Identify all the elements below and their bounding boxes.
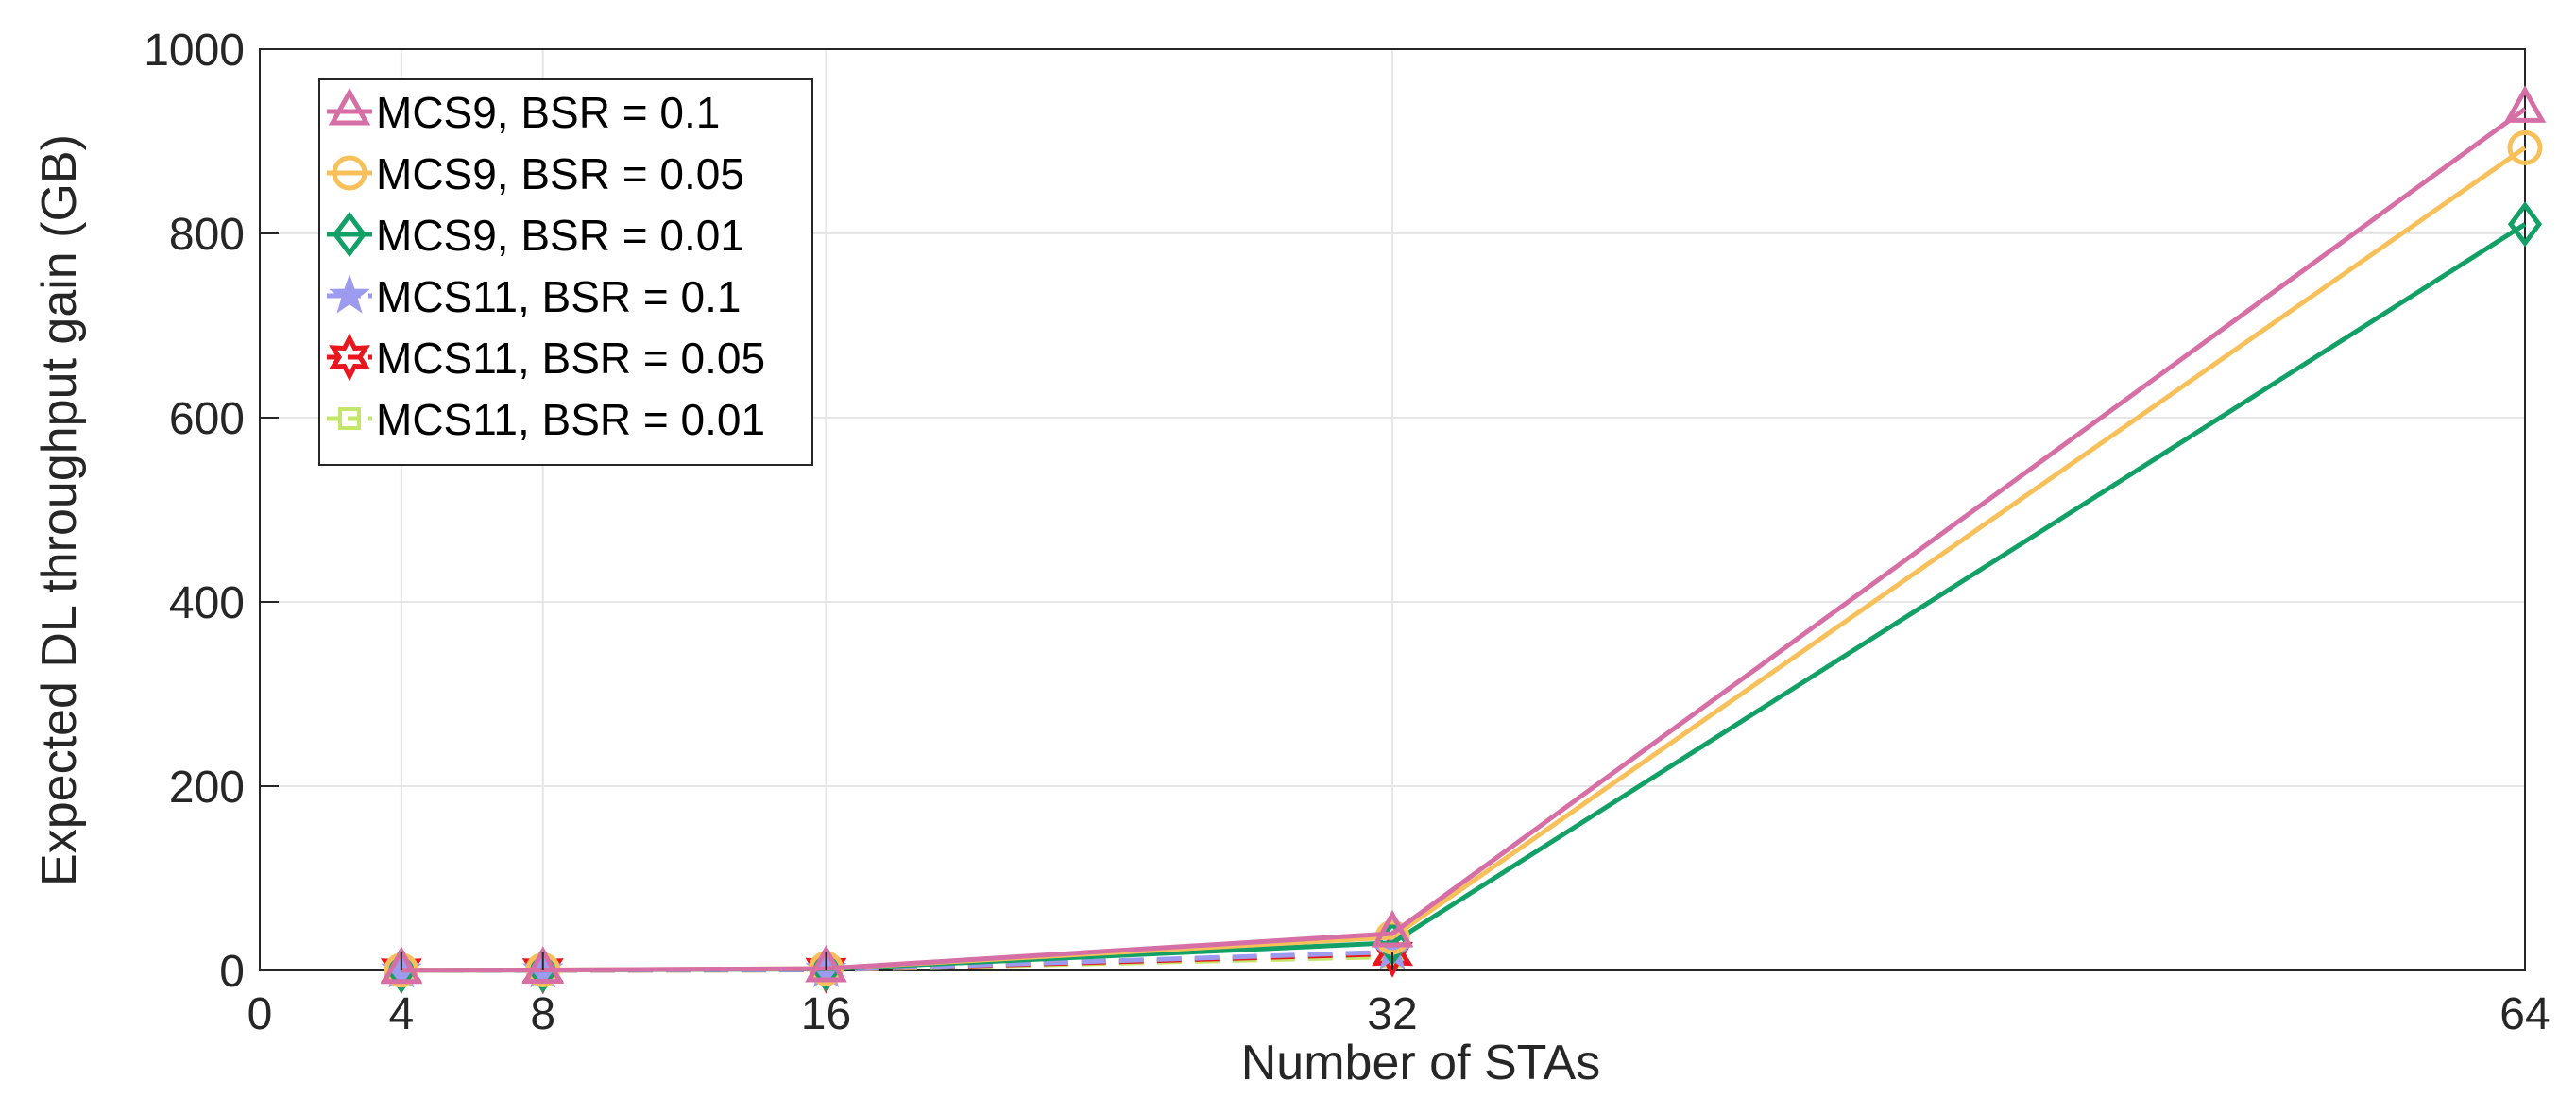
legend-label: MCS11, BSR = 0.01	[376, 395, 765, 444]
legend-label: MCS11, BSR = 0.05	[376, 334, 765, 383]
legend-item: MCS11, BSR = 0.1	[327, 272, 742, 321]
y-tick-label: 0	[219, 947, 245, 997]
legend-box	[318, 78, 813, 466]
legend-label: MCS9, BSR = 0.05	[376, 149, 744, 198]
legend-item: MCS9, BSR = 0.05	[327, 149, 744, 198]
data-point-marker	[2507, 129, 2543, 165]
legend-label: MCS9, BSR = 0.1	[376, 88, 720, 137]
y-tick-label: 800	[169, 210, 245, 260]
x-tick-label: 8	[530, 989, 555, 1039]
legend-label: MCS11, BSR = 0.1	[376, 272, 742, 321]
legend-marker	[332, 155, 367, 191]
legend-item: MCS9, BSR = 0.01	[327, 211, 744, 260]
data-point-marker	[1371, 909, 1414, 948]
data-point-marker	[2507, 201, 2543, 248]
x-tick-label: 16	[801, 989, 851, 1039]
x-tick-label: 0	[247, 989, 273, 1039]
x-tick-label: 32	[1367, 989, 1417, 1039]
y-tick-label: 1000	[144, 26, 245, 76]
data-point-marker	[805, 944, 847, 983]
legend-item: MCS11, BSR = 0.01	[327, 395, 765, 444]
data-point-marker	[521, 946, 565, 985]
x-tick-label: 4	[389, 989, 415, 1039]
x-axis-label: Number of STAs	[1241, 1036, 1600, 1090]
legend-marker	[332, 211, 367, 258]
legend-marker	[329, 273, 370, 314]
x-tick-label: 64	[2499, 989, 2550, 1039]
legend-marker	[338, 407, 361, 430]
legend-item: MCS11, BSR = 0.05	[327, 333, 765, 383]
axis-ticks: 0 4 8 16 32 64 0 200 400 600 800 1000	[144, 26, 2550, 1039]
legend-marker	[328, 87, 371, 126]
legend: MCS9, BSR = 0.1 MCS9, BSR = 0.05 MCS9, BSR…	[318, 78, 813, 466]
y-axis-label: Expected DL throughput gain (GB)	[32, 134, 87, 886]
y-tick-label: 600	[169, 394, 245, 444]
legend-label: MCS9, BSR = 0.01	[376, 211, 744, 260]
legend-marker	[329, 333, 370, 382]
data-point-marker	[2503, 85, 2547, 123]
y-tick-label: 200	[169, 763, 245, 813]
legend-item: MCS9, BSR = 0.1	[327, 87, 720, 137]
data-point-marker	[380, 946, 423, 985]
y-tick-label: 400	[169, 578, 245, 628]
